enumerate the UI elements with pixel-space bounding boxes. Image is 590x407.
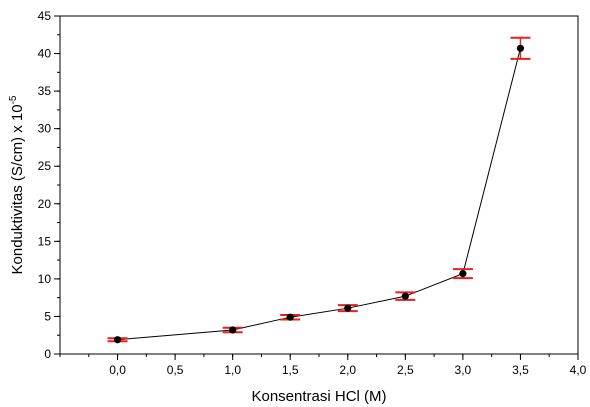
x-axis-ticks: 0,0 0,5 1,0 1,5 2,0 2,5 3,0 3,5 4,0 — [59, 354, 587, 377]
y-tick-label: 25 — [38, 159, 52, 173]
x-tick-label: 2,5 — [397, 363, 414, 377]
x-axis-label: Konsentrasi HCl (M) — [251, 388, 386, 405]
y-tick-label: 5 — [44, 309, 51, 323]
y-tick-label: 30 — [38, 122, 52, 136]
data-point — [401, 292, 409, 300]
data-point — [344, 304, 352, 312]
data-point — [516, 44, 525, 52]
y-tick-label: 35 — [38, 84, 52, 98]
y-tick-label: 15 — [38, 234, 52, 248]
x-tick-label: 0,0 — [109, 363, 126, 377]
y-axis-label-text: Konduktivitas (S/cm) x 10 — [9, 104, 26, 274]
y-axis-ticks: 0 5 10 15 20 25 30 35 40 45 — [38, 9, 60, 361]
error-bar-layer — [107, 36, 531, 343]
data-line-layer — [117, 48, 521, 341]
x-tick-label: 2,0 — [339, 363, 356, 377]
data-point — [286, 313, 294, 321]
data-point — [459, 270, 467, 278]
data-point-layer — [113, 44, 525, 344]
data-point — [229, 326, 237, 334]
x-tick-label: 4,0 — [570, 363, 587, 377]
series-line — [117, 48, 521, 341]
plot-frame — [59, 15, 579, 355]
y-tick-label: 0 — [44, 347, 51, 361]
x-tick-label: 3,0 — [455, 363, 472, 377]
data-point — [113, 336, 122, 344]
x-tick-label: 0,5 — [167, 363, 184, 377]
x-tick-label: 3,5 — [512, 363, 529, 377]
y-tick-label: 10 — [38, 272, 52, 286]
y-axis-label-exponent: -5 — [8, 95, 19, 104]
y-tick-label: 40 — [38, 47, 52, 61]
y-tick-label: 20 — [38, 197, 52, 211]
y-tick-label: 45 — [38, 9, 52, 23]
x-tick-label: 1,5 — [282, 363, 299, 377]
x-tick-label: 1,0 — [224, 363, 241, 377]
y-axis-label: Konduktivitas (S/cm) x 10-5 — [8, 95, 26, 274]
